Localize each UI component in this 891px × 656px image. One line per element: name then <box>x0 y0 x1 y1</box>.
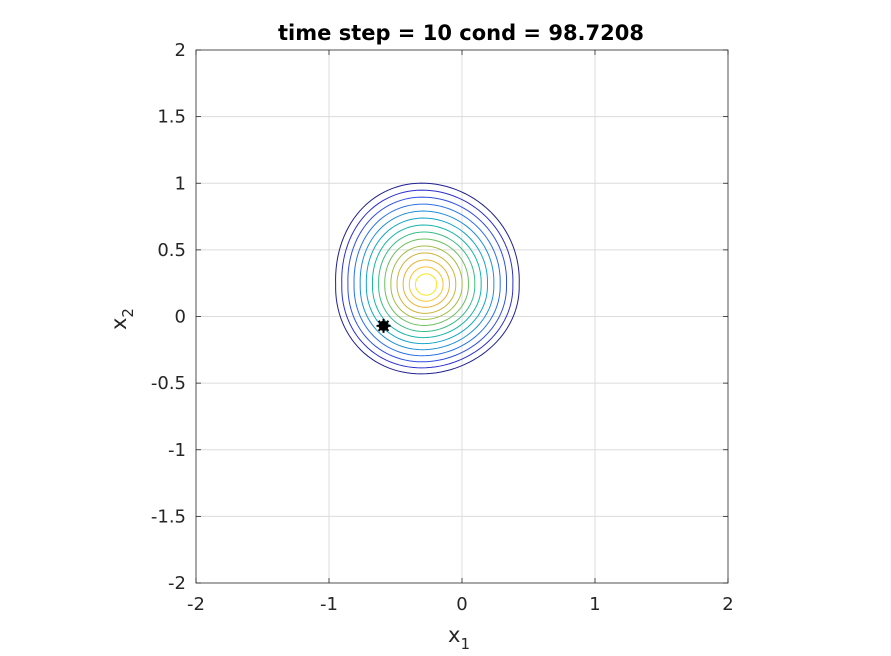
y-tick-label: -1 <box>168 440 186 461</box>
contour-line <box>347 196 508 363</box>
contour-line <box>384 238 469 326</box>
x-tick-label: 0 <box>456 594 467 615</box>
x-tick-label: -2 <box>187 594 205 615</box>
chart-title: time step = 10 cond = 98.7208 <box>278 21 644 45</box>
y-tick-label: 0 <box>175 307 186 328</box>
y-tick-label: 0.5 <box>157 240 186 261</box>
y-tick-label: -0.5 <box>151 373 186 394</box>
x-tick-label: -1 <box>320 594 338 615</box>
contour-line <box>378 231 476 333</box>
x-axis-label-base: x <box>448 623 460 647</box>
x-axis-label: x1 <box>448 623 470 653</box>
contour-line <box>359 210 495 351</box>
contour-line <box>353 203 501 357</box>
x-axis-label-subscript: 1 <box>460 635 470 653</box>
x-tick-label: 2 <box>722 594 733 615</box>
axes <box>195 49 729 584</box>
y-axis-label-base: x <box>107 318 131 330</box>
contour-line <box>402 259 450 308</box>
marker-layer <box>376 318 391 333</box>
contour-line <box>396 252 457 314</box>
contour-line <box>414 273 438 296</box>
y-tick-label: -2 <box>168 573 186 594</box>
x-tick-label: 1 <box>589 594 600 615</box>
y-tick-labels: -2 -1.5 -1 -0.5 0 0.5 1 1.5 2 <box>151 40 186 594</box>
contour-line <box>371 224 482 339</box>
y-axis-label-subscript: 2 <box>119 308 137 318</box>
contour-line <box>341 189 514 369</box>
contour-lines <box>335 182 520 375</box>
sample-point-marker <box>376 318 391 333</box>
y-axis-label: x2 <box>107 308 137 330</box>
y-tick-label: 2 <box>175 40 186 61</box>
contour-line <box>390 245 463 320</box>
contour-line <box>365 217 489 345</box>
y-tick-label: 1 <box>175 173 186 194</box>
x-tick-labels: -2 -1 0 1 2 <box>187 594 734 615</box>
y-tick-label: -1.5 <box>151 506 186 527</box>
contour-line <box>408 266 444 302</box>
contour-line <box>335 182 520 375</box>
y-tick-label: 1.5 <box>157 107 186 128</box>
